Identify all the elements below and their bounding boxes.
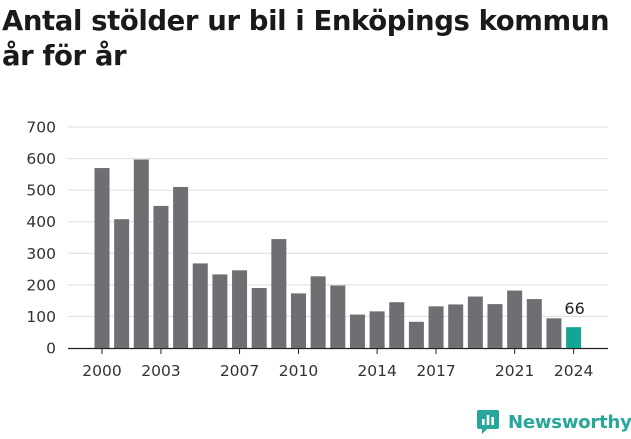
x-tick-label: 2000 xyxy=(82,362,121,380)
bar-2008 xyxy=(251,288,267,348)
bars xyxy=(94,159,582,348)
y-tick-label: 200 xyxy=(26,276,56,294)
data-label: 66 xyxy=(564,299,584,318)
bar-2000 xyxy=(94,168,110,348)
bar-2005 xyxy=(192,263,208,348)
x-tick-label: 2017 xyxy=(416,362,455,380)
bar-2020 xyxy=(487,304,503,348)
x-tick-label: 2014 xyxy=(357,362,396,380)
bar-2018 xyxy=(448,304,464,348)
bar-2019 xyxy=(467,296,483,348)
x-tick-label: 2003 xyxy=(141,362,180,380)
x-tick-label: 2010 xyxy=(279,362,318,380)
bar-2017 xyxy=(428,306,444,348)
chart-title: Antal stölder ur bil i Enköpings kommun … xyxy=(2,5,610,72)
y-tick-label: 500 xyxy=(26,182,56,200)
bar-2001 xyxy=(114,219,130,348)
y-tick-label: 600 xyxy=(26,150,56,168)
bar-2021 xyxy=(507,290,523,348)
bar-2014 xyxy=(369,311,385,348)
y-tick-label: 400 xyxy=(26,213,56,231)
y-axis-tick-labels: 0 100 200 300 400 500 600 700 xyxy=(26,119,56,358)
bar-2013 xyxy=(349,314,365,348)
x-axis-tick-labels: 2000 2003 2007 2010 2014 2017 2021 2024 xyxy=(82,348,593,380)
bar-2003 xyxy=(153,205,169,348)
bar-2012 xyxy=(330,285,346,348)
bar-2016 xyxy=(408,321,424,348)
bar-2022 xyxy=(526,299,542,348)
newsworthy-brand: Newsworthy xyxy=(476,407,631,437)
bar-2023 xyxy=(546,318,562,348)
y-tick-label: 300 xyxy=(26,245,56,263)
bar-2002 xyxy=(133,159,149,348)
y-tick-label: 100 xyxy=(26,308,56,326)
bar-2006 xyxy=(212,274,228,348)
brand-name: Newsworthy xyxy=(508,411,631,433)
bar-2004 xyxy=(173,186,189,348)
x-tick-label: 2007 xyxy=(220,362,259,380)
x-tick-label: 2024 xyxy=(554,362,593,380)
y-tick-label: 0 xyxy=(46,340,56,358)
x-tick-label: 2021 xyxy=(495,362,534,380)
bar-2009 xyxy=(271,239,287,348)
bar-2007 xyxy=(232,270,248,348)
y-tick-label: 700 xyxy=(26,119,56,137)
data-labels: 66 xyxy=(564,299,584,318)
bar-2011 xyxy=(310,276,326,348)
bar-2015 xyxy=(389,302,405,348)
bar-2010 xyxy=(291,293,306,348)
bar-2024 xyxy=(566,327,582,348)
newsworthy-logo-icon xyxy=(477,410,499,434)
